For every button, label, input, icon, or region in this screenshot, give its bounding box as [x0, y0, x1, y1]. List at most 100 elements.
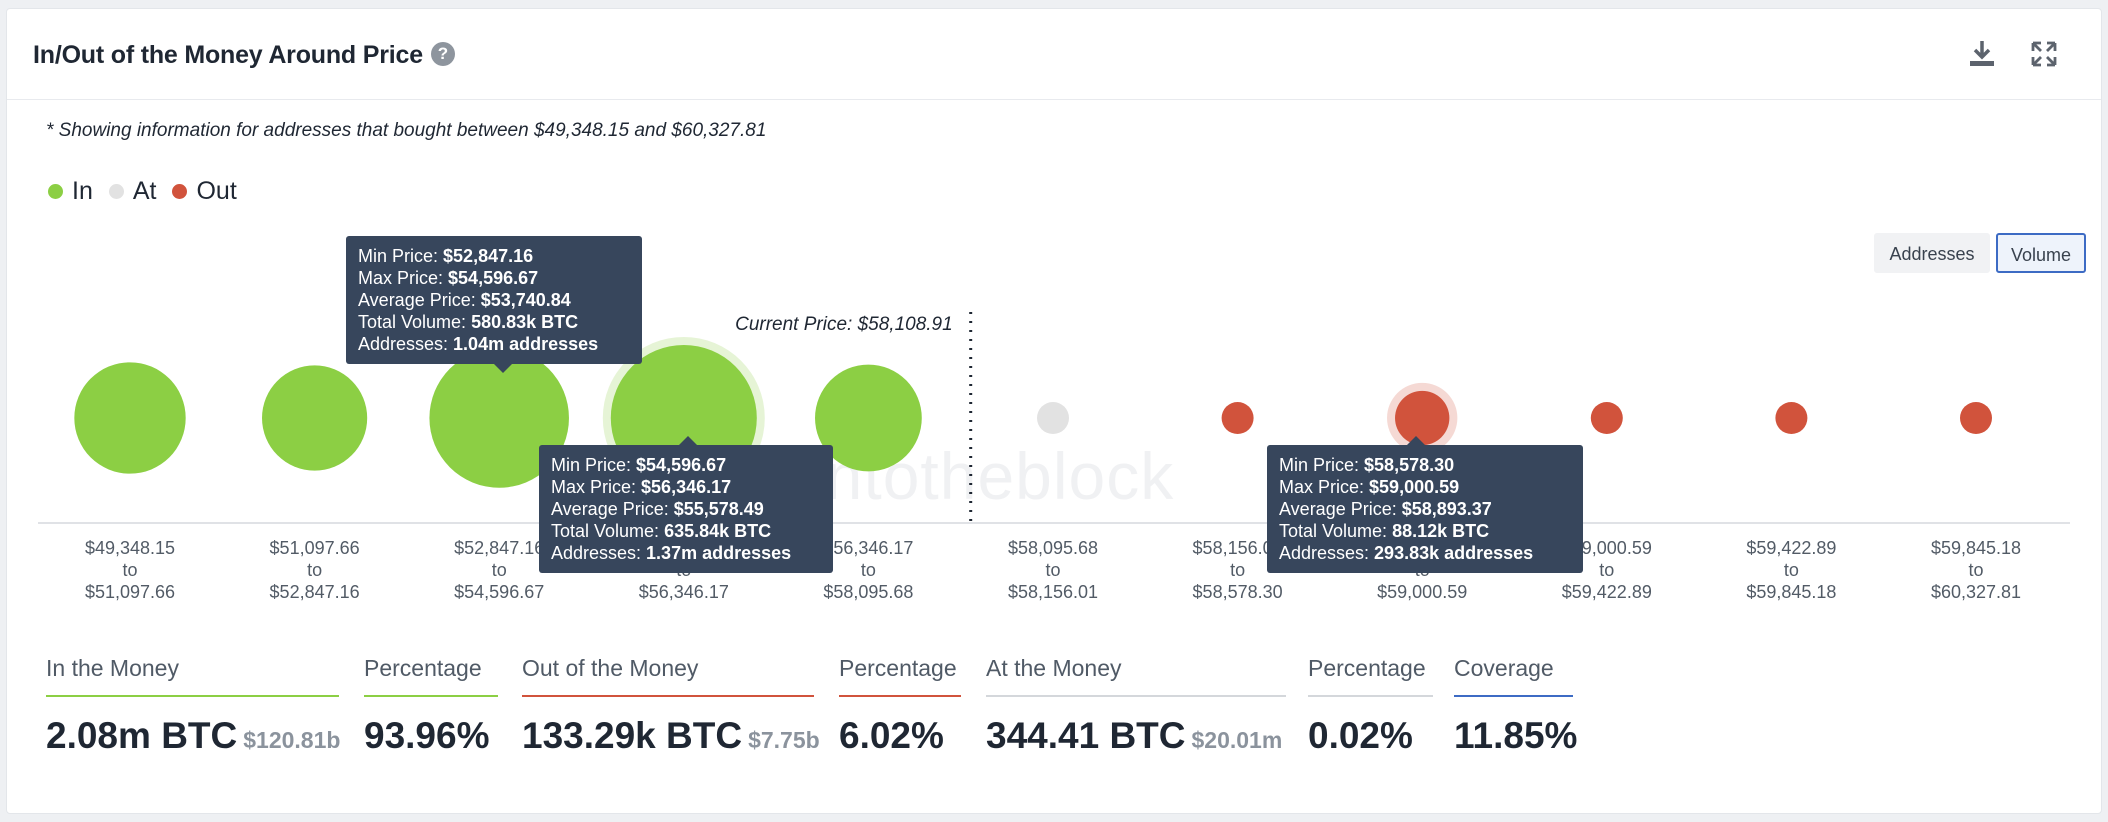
x-tick-label: to	[1045, 560, 1060, 580]
x-tick-label: to	[861, 560, 876, 580]
current-price-label: Current Price: $58,108.91	[735, 314, 953, 335]
stat-2: Out of the Money 133.29k BTC $7.75b	[522, 655, 820, 757]
x-tick-label: $59,000.59	[1377, 582, 1467, 602]
bubble-at[interactable]	[1037, 402, 1069, 434]
stat-value-main: 6.02%	[839, 715, 944, 756]
x-tick-label: $54,596.67	[454, 582, 544, 602]
bubble-out[interactable]	[1221, 402, 1254, 434]
tooltip-row: Max Price: $54,596.67	[358, 267, 630, 289]
stat-value-usd: $20.01m	[1191, 727, 1283, 753]
tooltip-row-label: Total Volume:	[551, 521, 665, 541]
tooltip-row: Min Price: $54,596.67	[551, 454, 821, 476]
stat-1: Percentage 93.96%	[364, 655, 498, 757]
x-tick-label: $58,095.68	[823, 582, 913, 602]
stat-value-main: 93.96%	[364, 715, 490, 756]
x-tick-label: $58,095.68	[1008, 538, 1098, 558]
x-tick-label: $51,097.66	[85, 582, 175, 602]
tooltip-row: Max Price: $56,346.17	[551, 476, 821, 498]
x-tick-label: $59,422.89	[1562, 582, 1652, 602]
tooltip-row-value: $54,596.67	[448, 268, 539, 288]
range-note: * Showing information for addresses that…	[46, 120, 767, 141]
tooltip-row-label: Max Price:	[551, 477, 642, 497]
bubble-in[interactable]	[429, 348, 569, 488]
tooltip-row: Total Volume: 88.12k BTC	[1279, 520, 1571, 542]
stat-value-main: 0.02%	[1308, 715, 1413, 756]
x-tick-label: to	[1968, 560, 1983, 580]
tooltip-row: Total Volume: 580.83k BTC	[358, 311, 630, 333]
tooltip-row-label: Average Price:	[358, 290, 481, 310]
bubble-in[interactable]	[262, 365, 368, 471]
expand-icon[interactable]	[2029, 39, 2059, 69]
stat-label: Coverage	[1454, 655, 1554, 681]
volume-toggle-button[interactable]: Volume	[1996, 233, 2086, 273]
tooltip-row-label: Min Price:	[551, 455, 637, 475]
tooltip-row-label: Addresses:	[551, 543, 647, 563]
stat-label: Out of the Money	[522, 655, 699, 681]
tooltip-row-label: Addresses:	[358, 334, 454, 354]
stat-underline	[1454, 695, 1573, 697]
legend-label-in: In	[72, 177, 93, 205]
tooltip-row: Total Volume: 635.84k BTC	[551, 520, 821, 542]
page-title: In/Out of the Money Around Price	[33, 41, 423, 69]
bubble-out[interactable]	[1590, 402, 1623, 434]
bubble-in[interactable]	[815, 364, 922, 472]
tooltip-row-value: 1.04m addresses	[453, 334, 599, 354]
stat-label: Percentage	[1308, 655, 1426, 681]
stat-value-usd: $120.81b	[243, 727, 341, 753]
tooltip-row-value: $59,000.59	[1369, 477, 1460, 497]
stat-value: 2.08m BTC $120.81b	[46, 715, 340, 757]
x-tick-label: $58,156.01	[1193, 538, 1283, 558]
tooltip-row-value: $53,740.84	[480, 290, 571, 310]
tooltip-row-value: 88.12k BTC	[1392, 521, 1490, 541]
legend-item-in[interactable]: In	[48, 177, 93, 206]
bubble-out[interactable]	[1960, 402, 1992, 434]
tooltip-row-label: Max Price:	[1279, 477, 1370, 497]
stat-value-main: 11.85%	[1454, 715, 1578, 756]
x-tick-label: to	[307, 560, 322, 580]
addresses-toggle-button[interactable]: Addresses	[1874, 233, 1990, 273]
legend-dot-in	[48, 184, 63, 199]
tooltip-bucket-2: Min Price: $52,847.16 Max Price: $54,596.…	[346, 236, 642, 373]
tooltip-row: Addresses: 1.37m addresses	[551, 542, 821, 564]
tooltip-row: Addresses: 1.04m addresses	[358, 333, 630, 355]
x-tick-label: $52,847.16	[270, 582, 360, 602]
stat-underline	[1308, 695, 1433, 697]
tooltip-row-label: Min Price:	[1279, 455, 1365, 475]
tooltip-row-value: 635.84k BTC	[664, 521, 772, 541]
legend-item-at[interactable]: At	[108, 177, 156, 206]
stat-0: In the Money 2.08m BTC $120.81b	[46, 655, 340, 757]
tooltip-row-value: 580.83k BTC	[471, 312, 579, 332]
download-icon[interactable]	[1965, 37, 1999, 71]
stat-value-main: 133.29k BTC	[522, 715, 743, 756]
stat-label: At the Money	[986, 655, 1122, 681]
legend-item-out[interactable]: Out	[172, 177, 237, 206]
tooltip-row: Addresses: 293.83k addresses	[1279, 542, 1571, 564]
tooltip-row-value: $54,596.67	[636, 455, 727, 475]
tooltip-row-value: 1.37m addresses	[646, 543, 792, 563]
stat-label: Percentage	[839, 655, 957, 681]
tooltip-row-label: Average Price:	[551, 499, 674, 519]
bubble-out[interactable]	[1395, 390, 1450, 446]
bubble-in[interactable]	[74, 362, 186, 474]
question-circle-icon[interactable]: ?	[431, 42, 455, 66]
stat-underline	[46, 695, 339, 697]
x-tick-label: $51,097.66	[270, 538, 360, 558]
stat-value-main: 2.08m BTC	[46, 715, 238, 756]
x-tick-label: to	[1599, 560, 1614, 580]
x-tick-label: $59,845.18	[1931, 538, 2021, 558]
tooltip-row-value: $56,346.17	[641, 477, 732, 497]
tooltip-bucket-7: Min Price: $58,578.30 Max Price: $59,000.…	[1267, 436, 1583, 573]
bubble-out[interactable]	[1775, 402, 1808, 434]
x-tick-label: $59,422.89	[1746, 538, 1836, 558]
tooltip-row-label: Total Volume:	[358, 312, 472, 332]
stat-value: 344.41 BTC $20.01m	[986, 715, 1286, 757]
stat-3: Percentage 6.02%	[839, 655, 961, 757]
stat-label: Percentage	[364, 655, 482, 681]
x-tick-label: $59,000.59	[1562, 538, 1652, 558]
x-tick-label: to	[492, 560, 507, 580]
x-tick-label: to	[1784, 560, 1799, 580]
tooltip-row-value: $55,578.49	[673, 499, 764, 519]
tooltip-row-label: Total Volume:	[1279, 521, 1393, 541]
stat-value-main: 344.41 BTC	[986, 715, 1186, 756]
x-tick-label: $52,847.16	[454, 538, 544, 558]
